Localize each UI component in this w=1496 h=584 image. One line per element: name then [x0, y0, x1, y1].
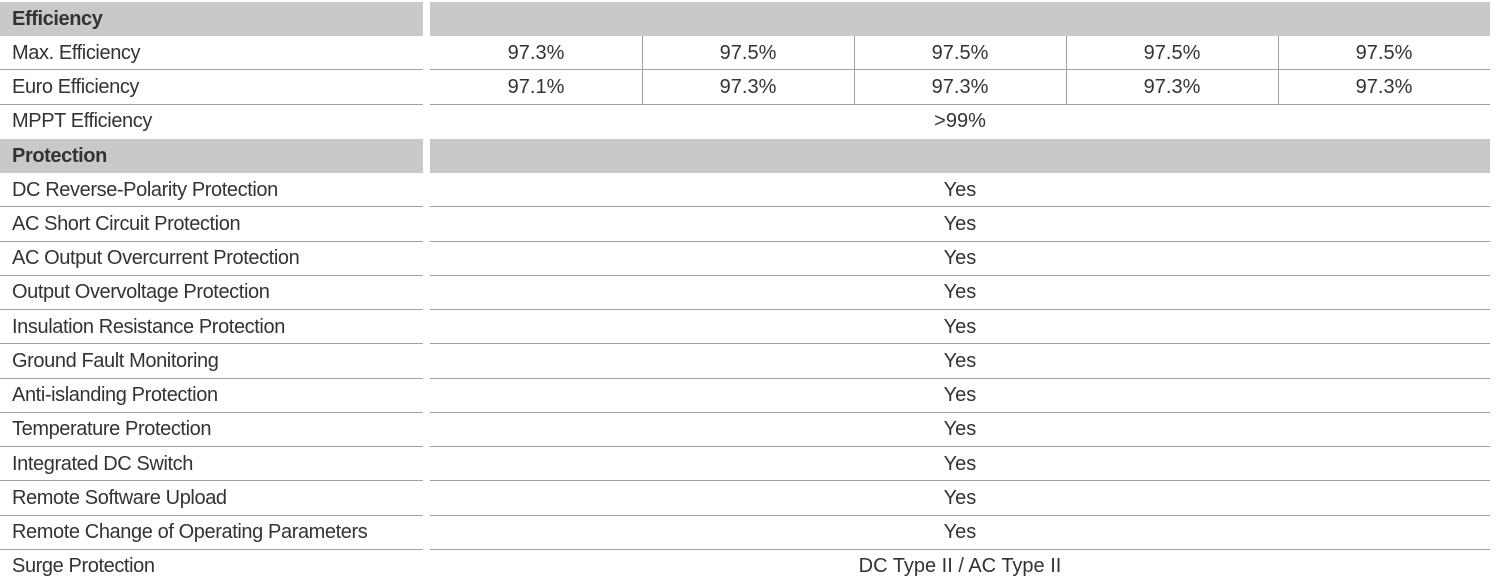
column-divider: [1278, 70, 1279, 105]
column-divider: [854, 70, 855, 105]
row-label: Euro Efficiency: [12, 76, 140, 99]
row-value: Yes: [943, 486, 977, 509]
row-rule: [0, 480, 423, 482]
column-divider: [642, 70, 643, 105]
row-rule: [430, 514, 1490, 516]
row-value: Yes: [943, 384, 977, 407]
row-label: Ground Fault Monitoring: [12, 349, 219, 372]
row-value: 97.3%: [1355, 76, 1413, 99]
row-label: MPPT Efficiency: [12, 110, 152, 133]
row-rule: [430, 377, 1490, 379]
column-divider: [642, 36, 643, 71]
row-value: 97.3%: [931, 76, 989, 99]
row-value: 97.3%: [507, 41, 565, 64]
row-value: 97.3%: [1143, 76, 1201, 99]
row-rule: [430, 309, 1490, 311]
row-value: DC Type II / AC Type II: [858, 555, 1062, 578]
row-value: Yes: [943, 247, 977, 270]
section-header-bar: [430, 138, 1490, 174]
row-label: Anti-islanding Protection: [12, 384, 218, 407]
row-rule: [0, 69, 423, 71]
row-label: Integrated DC Switch: [12, 452, 193, 475]
row-label: AC Short Circuit Protection: [12, 213, 241, 236]
row-rule: [430, 274, 1490, 276]
row-label: Remote Software Upload: [12, 486, 227, 509]
row-value: Yes: [943, 349, 977, 372]
row-rule: [430, 69, 1490, 71]
row-label: Surge Protection: [12, 555, 155, 578]
row-rule: [0, 206, 423, 208]
row-rule: [0, 377, 423, 379]
row-value: 97.5%: [719, 41, 777, 64]
row-rule: [0, 240, 423, 242]
row-label: Max. Efficiency: [12, 41, 141, 64]
row-rule: [430, 446, 1490, 448]
row-value: Yes: [943, 452, 977, 475]
row-label: Remote Change of Operating Parameters: [12, 521, 368, 544]
column-divider: [1066, 70, 1067, 105]
row-rule: [0, 274, 423, 276]
row-value: 97.5%: [1143, 41, 1201, 64]
row-rule: [430, 480, 1490, 482]
row-rule: [0, 309, 423, 311]
row-value: 97.1%: [507, 76, 565, 99]
column-divider: [854, 36, 855, 71]
row-rule: [0, 548, 423, 550]
section-header-bar: [430, 2, 1490, 37]
section-title: Protection: [0, 138, 423, 174]
row-rule: [430, 411, 1490, 413]
row-value: 97.5%: [1355, 41, 1413, 64]
row-value: Yes: [943, 213, 977, 236]
row-rule: [430, 343, 1490, 345]
row-rule: [0, 103, 423, 105]
row-rule: [430, 206, 1490, 208]
row-rule: [430, 103, 1490, 105]
row-rule: [430, 240, 1490, 242]
row-value: 97.3%: [719, 76, 777, 99]
row-rule: [430, 548, 1490, 550]
row-value: Yes: [943, 418, 977, 441]
row-value: >99%: [934, 110, 986, 133]
section-title: Efficiency: [0, 2, 423, 37]
row-label: Insulation Resistance Protection: [12, 315, 285, 338]
row-value: Yes: [943, 521, 977, 544]
row-label: DC Reverse-Polarity Protection: [12, 178, 278, 201]
column-divider: [1278, 36, 1279, 71]
row-rule: [0, 411, 423, 413]
column-divider: [1066, 36, 1067, 71]
row-label: AC Output Overcurrent Protection: [12, 247, 300, 270]
row-value: 97.5%: [931, 41, 989, 64]
row-label: Output Overvoltage Protection: [12, 281, 270, 304]
row-rule: [0, 343, 423, 345]
row-value: Yes: [943, 315, 977, 338]
row-label: Temperature Protection: [12, 418, 212, 441]
row-value: Yes: [943, 281, 977, 304]
row-value: Yes: [943, 178, 977, 201]
row-rule: [0, 446, 423, 448]
row-rule: [0, 514, 423, 516]
